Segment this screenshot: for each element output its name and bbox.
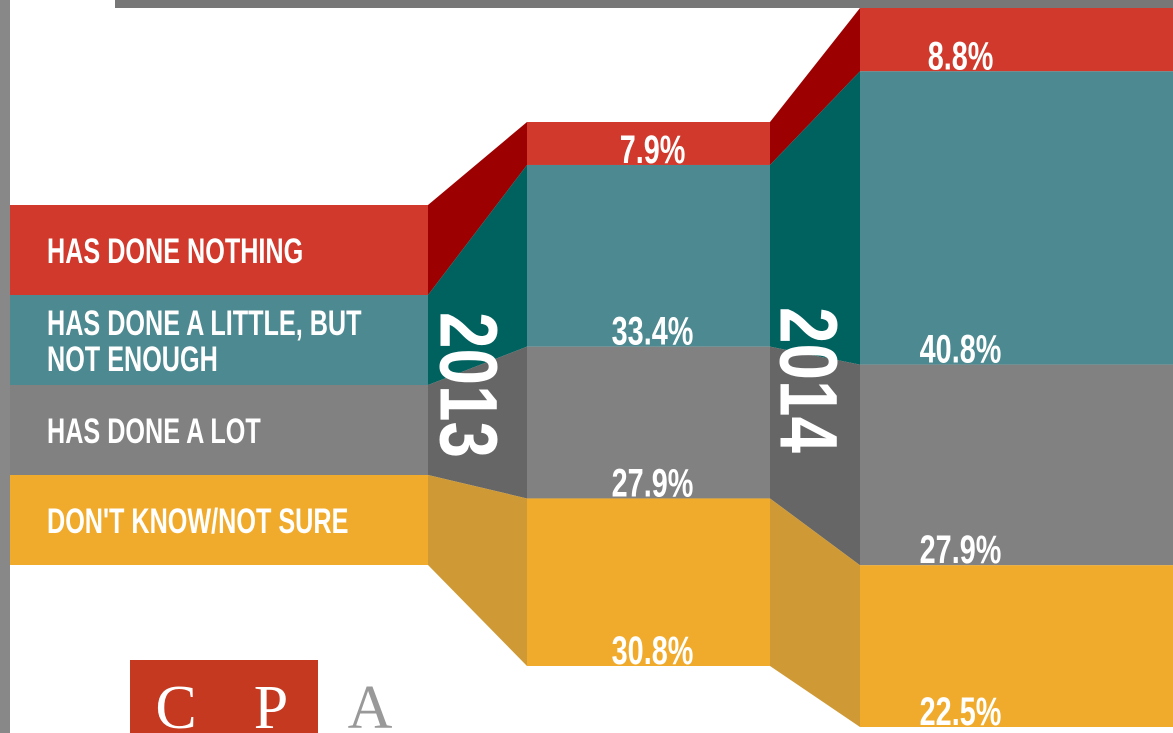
value-label: 30.8% (612, 628, 694, 673)
ribbon (428, 122, 527, 295)
bar-segment (860, 364, 1173, 566)
legend-label: HAS DONE A LOT (47, 412, 261, 451)
top-rule (115, 0, 1173, 8)
ribbon (770, 8, 860, 165)
logo-letter: P (254, 674, 288, 733)
ribbon (428, 475, 527, 666)
ribbon (770, 71, 860, 365)
legend-label: DON'T KNOW/NOT SURE (47, 502, 349, 541)
legend-label: HAS DONE NOTHING (47, 232, 304, 271)
bar-segment (860, 71, 1173, 365)
legend-swatch (10, 205, 428, 295)
year-label: 2013 (423, 312, 515, 458)
logo-letter: C (155, 674, 196, 733)
value-label: 27.9% (920, 528, 1002, 573)
ribbon (428, 164, 527, 385)
year-label: 2014 (763, 307, 855, 453)
bar-segment (527, 164, 770, 347)
value-label: 8.8% (928, 34, 994, 79)
bar-segment (527, 498, 770, 666)
logo-box (130, 660, 318, 733)
value-label: 7.9% (620, 127, 686, 172)
value-label: 22.5% (920, 689, 1002, 733)
logo-letter: A (348, 674, 393, 733)
bar-segment (527, 346, 770, 499)
bar-segment (860, 565, 1173, 727)
ribbon (770, 346, 860, 566)
legend-swatch (10, 385, 428, 475)
legend-swatch (10, 295, 428, 385)
value-label: 27.9% (612, 461, 694, 506)
left-rule (0, 0, 10, 733)
legend-swatch (10, 475, 428, 565)
ribbon (428, 346, 527, 499)
bar-segment (860, 8, 1173, 72)
legend-label: HAS DONE A LITTLE, BUT NOT ENOUGH (47, 304, 362, 379)
value-label: 40.8% (920, 327, 1002, 372)
ribbon (770, 498, 860, 727)
bar-segment (527, 122, 770, 165)
value-label: 33.4% (612, 309, 694, 354)
